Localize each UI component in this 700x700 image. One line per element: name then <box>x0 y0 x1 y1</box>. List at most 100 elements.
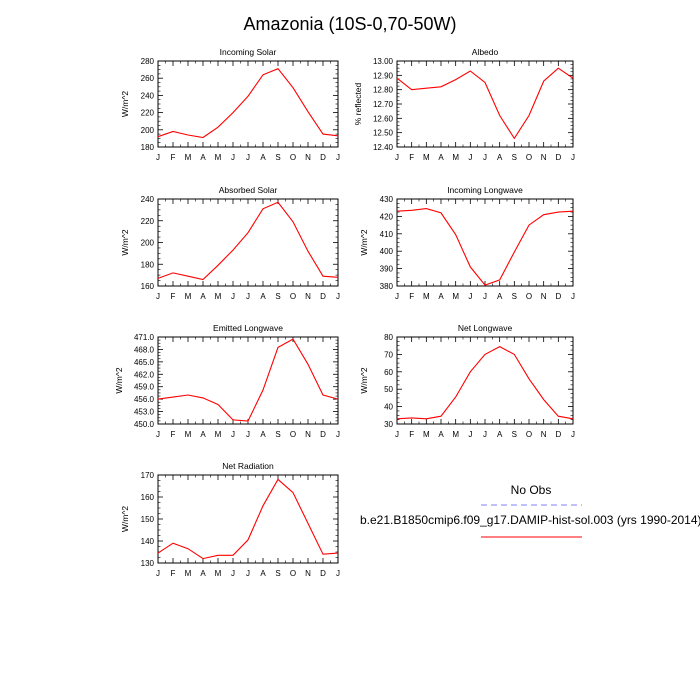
incoming-longwave-xtick-label: F <box>409 292 414 301</box>
albedo-ytick-label: 12.60 <box>373 114 394 123</box>
albedo-panel-title: Albedo <box>472 47 499 57</box>
albedo-ytick-label: 13.00 <box>373 57 394 66</box>
emitted-longwave-xtick-label: O <box>290 430 296 439</box>
emitted-longwave-xtick-label: J <box>336 430 340 439</box>
panel-albedo: J F M A M J J A S O N D J12.4012.5012.6012.7012.8012… <box>353 47 575 162</box>
absorbed-solar-plot-frame <box>157 198 339 287</box>
incoming-solar-ytick-label: 180 <box>141 143 155 152</box>
albedo-xtick-label: M <box>423 153 430 162</box>
incoming-longwave-ytick-label: 400 <box>380 247 394 256</box>
incoming-solar-ytick-label: 280 <box>141 57 155 66</box>
incoming-longwave-xtick-label: S <box>512 292 517 301</box>
incoming-solar-xtick-label: M <box>215 153 222 162</box>
incoming-solar-ytick-label: 240 <box>141 91 155 100</box>
albedo-xtick-label: J <box>395 153 399 162</box>
net-longwave-xtick-label: A <box>438 430 444 439</box>
incoming-longwave-ytick-label: 430 <box>380 195 394 204</box>
albedo-xtick-label: A <box>438 153 444 162</box>
net-longwave-xtick-label: D <box>555 430 561 439</box>
legend-obs-label: No Obs <box>511 483 552 497</box>
emitted-longwave-ytick-label: 471.0 <box>134 333 155 342</box>
net-longwave-ytick-label: 30 <box>384 420 393 429</box>
emitted-longwave-ylabel: W/m^2 <box>114 367 124 393</box>
panel-incoming-longwave: J F M A M J J A S O N D J380390400410420430Incoming … <box>359 185 575 301</box>
emitted-longwave-ytick-label: 468.0 <box>134 345 155 354</box>
net-radiation-ytick-label: 140 <box>141 537 155 546</box>
incoming-solar-xtick-label: J <box>336 153 340 162</box>
albedo-xtick-label: M <box>452 153 459 162</box>
albedo-plot-frame <box>396 60 574 148</box>
net-longwave-ytick-label: 80 <box>384 333 393 342</box>
panel-incoming-solar: J F M A M J J A S O N D J180200220240260280Incoming … <box>120 47 340 162</box>
emitted-longwave-plot-frame <box>157 336 339 425</box>
incoming-longwave-xtick-label: M <box>452 292 459 301</box>
absorbed-solar-xtick-label: M <box>185 292 192 301</box>
absorbed-solar-xtick-label: M <box>215 292 222 301</box>
absorbed-solar-xtick-label: S <box>275 292 280 301</box>
incoming-solar-xtick-label: S <box>275 153 280 162</box>
emitted-longwave-ytick-label: 459.0 <box>134 383 155 392</box>
incoming-solar-series-line <box>157 68 339 139</box>
net-radiation-ylabel: W/m^2 <box>120 506 130 532</box>
panel-emitted-longwave: J F M A M J J A S O N D J450.0453.0456.0459.0462.046… <box>114 323 340 439</box>
net-longwave-panel-title: Net Longwave <box>458 323 513 333</box>
incoming-longwave-ylabel: W/m^2 <box>359 229 369 255</box>
albedo-ytick-label: 12.90 <box>373 71 394 80</box>
absorbed-solar-panel-title: Absorbed Solar <box>219 185 278 195</box>
net-longwave-ytick-label: 40 <box>384 403 393 412</box>
incoming-solar-ylabel: W/m^2 <box>120 91 130 117</box>
net-radiation-xtick-label: F <box>171 569 176 578</box>
incoming-solar-xtick-label: F <box>171 153 176 162</box>
incoming-longwave-plot-frame <box>396 198 574 287</box>
net-radiation-series-line <box>157 478 339 560</box>
figure-title: Amazonia (10S-0,70-50W) <box>243 14 456 34</box>
incoming-solar-xtick-label: D <box>320 153 326 162</box>
absorbed-solar-xtick-label: N <box>305 292 311 301</box>
net-radiation-ytick-label: 130 <box>141 559 155 568</box>
emitted-longwave-series-line <box>157 338 339 422</box>
albedo-xtick-label: D <box>555 153 561 162</box>
absorbed-solar-xtick-label: F <box>171 292 176 301</box>
incoming-longwave-xtick-label: J <box>468 292 472 301</box>
incoming-longwave-panel-title: Incoming Longwave <box>447 185 523 195</box>
net-longwave-xtick-label: M <box>452 430 459 439</box>
net-longwave-xtick-label: A <box>497 430 503 439</box>
net-radiation-xtick-label: J <box>246 569 250 578</box>
incoming-longwave-xtick-label: M <box>423 292 430 301</box>
absorbed-solar-ytick-label: 160 <box>141 282 155 291</box>
albedo-ytick-label: 12.40 <box>373 143 394 152</box>
net-longwave-xtick-label: M <box>423 430 430 439</box>
albedo-xtick-label: S <box>512 153 517 162</box>
net-longwave-xtick-label: J <box>483 430 487 439</box>
net-radiation-panel-title: Net Radiation <box>222 461 274 471</box>
net-longwave-xtick-label: J <box>468 430 472 439</box>
incoming-longwave-xtick-label: A <box>497 292 503 301</box>
absorbed-solar-xtick-label: J <box>231 292 235 301</box>
incoming-solar-xtick-label: M <box>185 153 192 162</box>
albedo-xtick-label: J <box>468 153 472 162</box>
net-longwave-xtick-label: J <box>571 430 575 439</box>
net-longwave-xtick-label: J <box>395 430 399 439</box>
net-radiation-ytick-label: 160 <box>141 493 155 502</box>
net-longwave-xtick-label: N <box>541 430 547 439</box>
incoming-solar-ytick-label: 260 <box>141 74 155 83</box>
emitted-longwave-ytick-label: 462.0 <box>134 370 155 379</box>
albedo-xtick-label: J <box>571 153 575 162</box>
incoming-solar-xtick-label: O <box>290 153 296 162</box>
net-longwave-xtick-label: F <box>409 430 414 439</box>
absorbed-solar-ytick-label: 220 <box>141 217 155 226</box>
emitted-longwave-xtick-label: A <box>260 430 266 439</box>
emitted-longwave-ytick-label: 465.0 <box>134 358 155 367</box>
net-radiation-xtick-label: D <box>320 569 326 578</box>
albedo-series-line <box>396 67 574 140</box>
absorbed-solar-xtick-label: A <box>260 292 266 301</box>
net-radiation-xtick-label: S <box>275 569 280 578</box>
absorbed-solar-ytick-label: 200 <box>141 239 155 248</box>
albedo-xtick-label: J <box>483 153 487 162</box>
absorbed-solar-xtick-label: J <box>156 292 160 301</box>
incoming-longwave-series-line <box>396 208 574 286</box>
net-radiation-xtick-label: N <box>305 569 311 578</box>
